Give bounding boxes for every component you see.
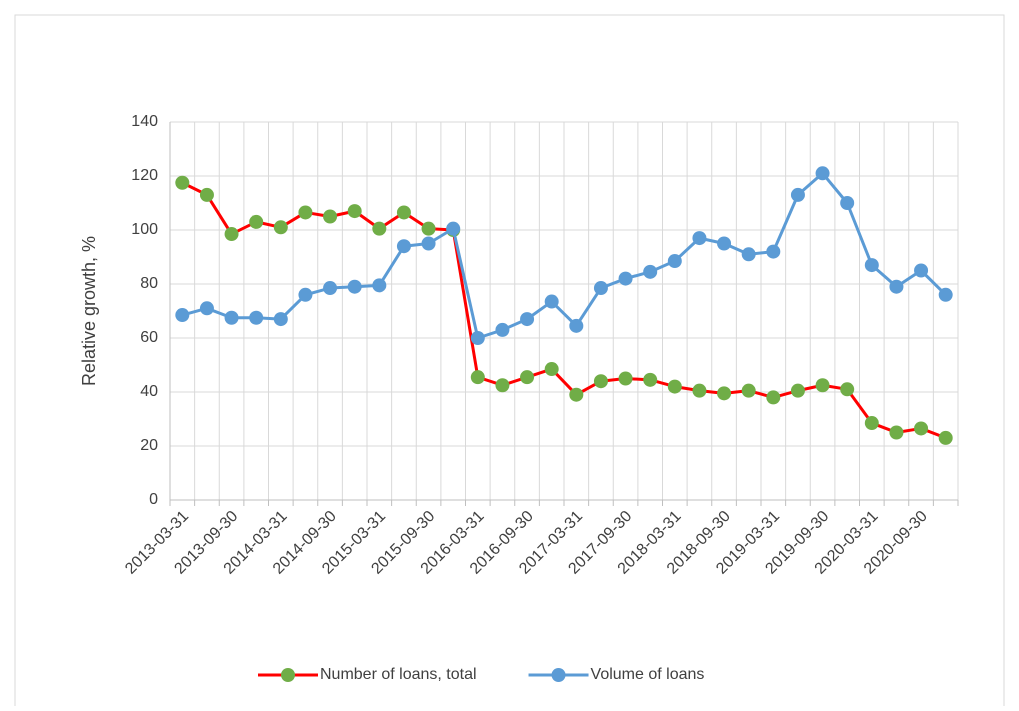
marker	[569, 318, 584, 333]
marker	[298, 287, 313, 302]
marker	[421, 221, 436, 236]
marker	[864, 416, 879, 431]
marker	[199, 187, 214, 202]
marker	[347, 279, 362, 294]
marker	[323, 209, 338, 224]
marker	[790, 187, 805, 202]
marker	[618, 371, 633, 386]
marker	[593, 281, 608, 296]
marker	[569, 387, 584, 402]
marker	[618, 271, 633, 286]
y-tick-label: 120	[131, 167, 158, 184]
marker	[815, 166, 830, 181]
marker	[938, 287, 953, 302]
marker	[544, 294, 559, 309]
marker	[889, 279, 904, 294]
y-axis-label: Relative growth, %	[79, 236, 99, 386]
marker	[175, 308, 190, 323]
marker	[914, 263, 929, 278]
marker	[396, 205, 411, 220]
marker	[593, 374, 608, 389]
marker	[766, 244, 781, 259]
marker	[224, 227, 239, 242]
marker	[470, 331, 485, 345]
y-tick-label: 0	[149, 491, 158, 508]
marker	[643, 264, 658, 279]
marker	[495, 322, 510, 337]
marker	[741, 247, 756, 262]
marker	[717, 386, 732, 401]
marker	[249, 310, 264, 325]
marker	[396, 239, 411, 254]
y-tick-label: 140	[131, 113, 158, 130]
marker	[938, 430, 953, 445]
marker	[766, 390, 781, 405]
marker	[421, 236, 436, 251]
y-tick-label: 60	[140, 329, 158, 346]
marker	[667, 379, 682, 394]
y-tick-label: 20	[140, 437, 158, 454]
legend-label: Volume of loans	[591, 666, 705, 683]
marker	[273, 312, 288, 327]
marker	[520, 312, 535, 327]
marker	[643, 372, 658, 387]
marker	[298, 205, 313, 220]
marker	[495, 378, 510, 393]
marker	[840, 196, 855, 210]
marker	[224, 310, 239, 325]
y-tick-label: 100	[131, 221, 158, 238]
marker	[692, 231, 707, 246]
marker	[815, 378, 830, 393]
y-tick-label: 40	[140, 383, 158, 400]
chart-frame	[14, 14, 1005, 711]
marker	[914, 421, 929, 436]
legend-label: Number of loans, total	[320, 666, 477, 683]
marker	[544, 362, 559, 377]
marker	[741, 383, 756, 398]
marker	[323, 281, 338, 296]
marker	[470, 370, 485, 385]
marker	[840, 382, 855, 397]
marker	[717, 236, 732, 251]
marker	[667, 254, 682, 269]
legend-marker	[551, 668, 566, 682]
marker	[889, 425, 904, 440]
y-tick-label: 80	[140, 275, 158, 292]
marker	[372, 278, 387, 293]
marker	[790, 383, 805, 398]
legend-marker	[281, 668, 295, 682]
marker	[446, 221, 461, 236]
marker	[372, 221, 387, 236]
marker	[249, 214, 264, 229]
marker	[864, 258, 879, 273]
marker	[199, 301, 214, 316]
marker	[273, 220, 288, 235]
marker	[347, 204, 362, 219]
marker	[520, 370, 535, 385]
marker	[175, 175, 190, 190]
marker	[692, 383, 707, 398]
